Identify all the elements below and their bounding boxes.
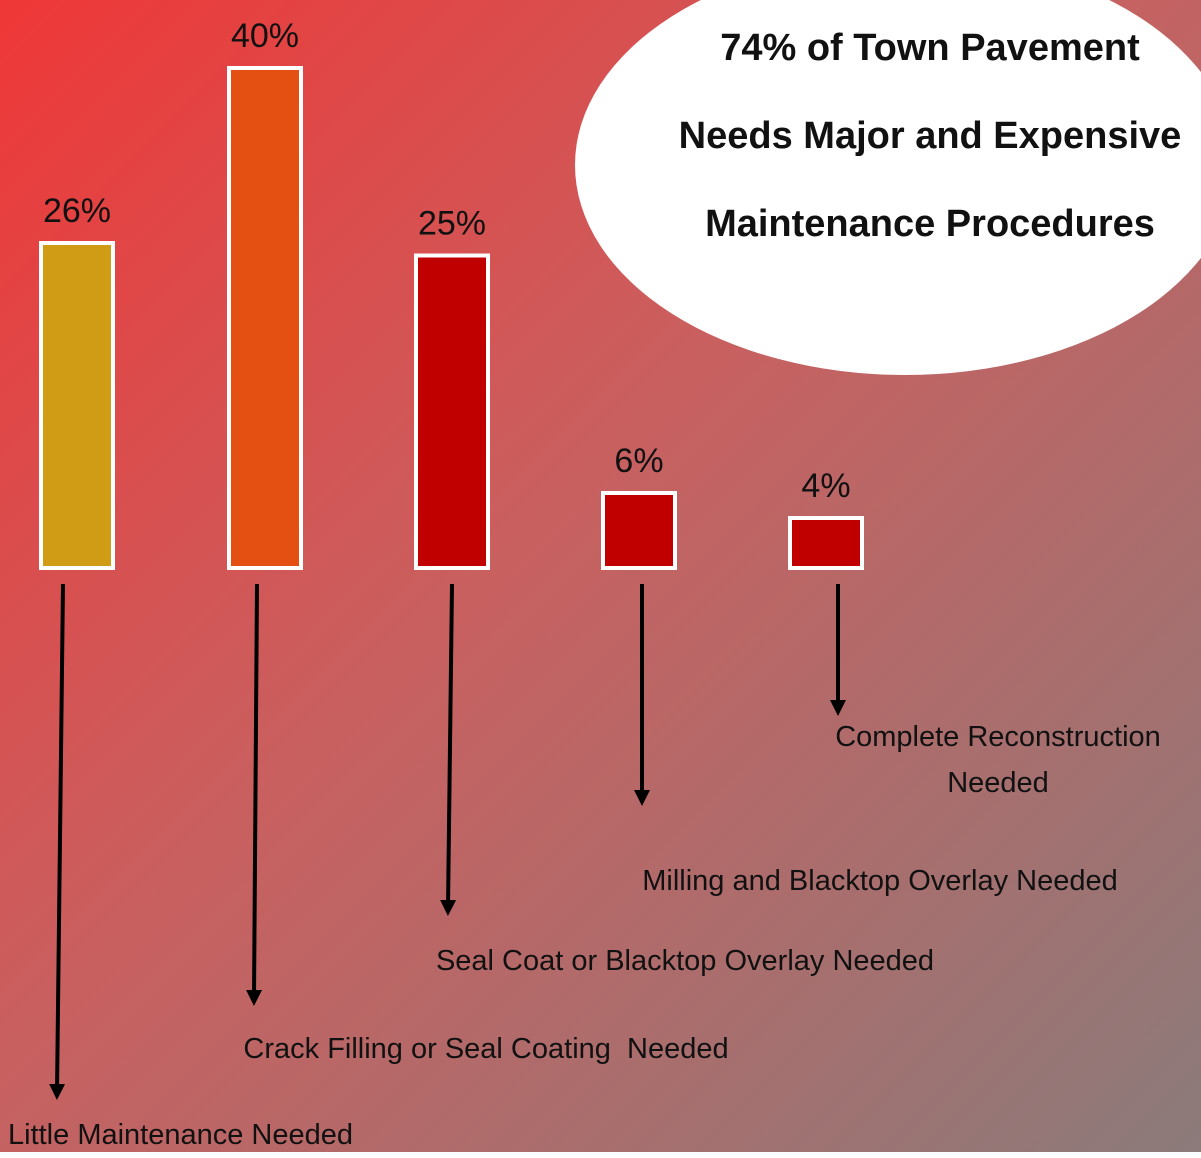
category-label: Little Maintenance Needed — [8, 1119, 354, 1151]
bar — [39, 241, 115, 570]
callout-bubble — [575, 0, 1201, 375]
category-label: Seal Coat or Blacktop Overlay Needed — [435, 945, 935, 977]
value-label: 4% — [801, 467, 850, 505]
arrow — [49, 583, 66, 1100]
bar — [601, 491, 677, 570]
value-label: 40% — [231, 17, 299, 55]
bar — [227, 66, 303, 570]
category-label: Crack Filling or Seal Coating Needed — [243, 1033, 729, 1065]
arrow — [440, 583, 457, 916]
category-label: Complete Reconstruction Needed — [835, 721, 1161, 799]
callout-text: Needs Major and Expensive — [679, 115, 1182, 157]
callout-text: Maintenance Procedures — [705, 203, 1155, 245]
value-label: 6% — [614, 442, 663, 480]
arrow — [246, 583, 263, 1006]
category-label: Milling and Blacktop Overlay Needed — [642, 865, 1118, 897]
bar — [414, 253, 490, 570]
value-label: 26% — [43, 192, 111, 230]
bar — [788, 516, 864, 570]
value-label: 25% — [418, 204, 486, 242]
callout-text: 74% of Town Pavement — [720, 27, 1140, 69]
